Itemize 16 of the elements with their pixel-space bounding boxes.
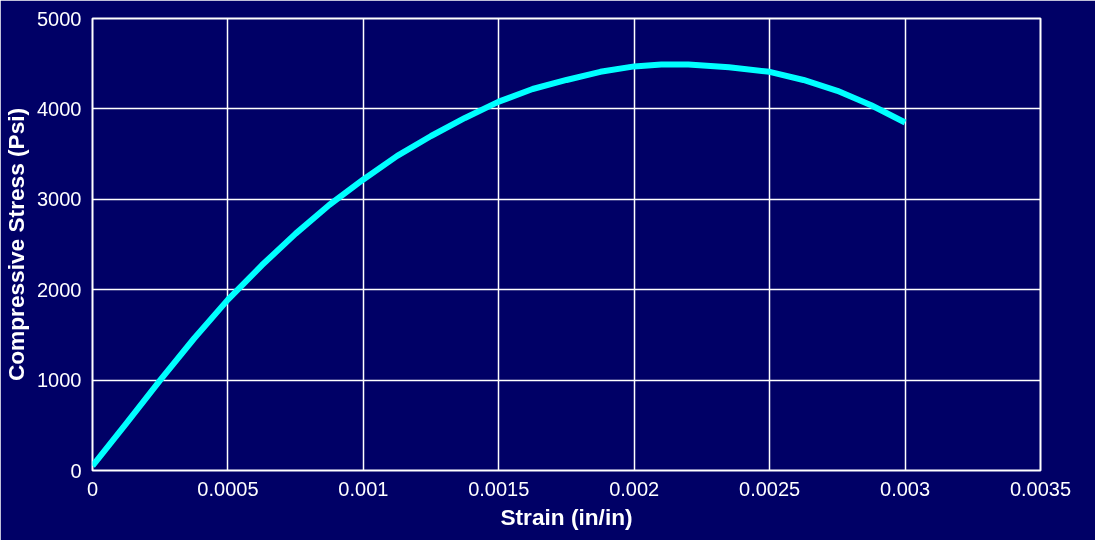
y-tick-label: 4000 bbox=[37, 97, 82, 120]
y-axis-title: Compressive Stress (Psi) bbox=[3, 107, 30, 382]
x-tick-label: 0.0035 bbox=[1009, 477, 1072, 500]
y-tick-label: 3000 bbox=[37, 188, 82, 211]
y-tick-label: 0 bbox=[70, 459, 82, 482]
x-axis-title: Strain (in/in) bbox=[500, 503, 633, 530]
x-tick-label: 0.001 bbox=[338, 477, 389, 500]
y-tick-label: 2000 bbox=[37, 278, 82, 301]
y-tick-label: 1000 bbox=[37, 369, 82, 392]
y-tick-label: 5000 bbox=[37, 7, 82, 30]
x-tick-label: 0.002 bbox=[609, 477, 660, 500]
x-tick-label: 0.0015 bbox=[468, 477, 530, 500]
x-tick-label: 0.0025 bbox=[739, 477, 801, 500]
x-tick-label: 0.003 bbox=[880, 477, 931, 500]
x-tick-label: 0.0005 bbox=[197, 477, 259, 500]
x-tick-label: 0 bbox=[86, 477, 99, 500]
